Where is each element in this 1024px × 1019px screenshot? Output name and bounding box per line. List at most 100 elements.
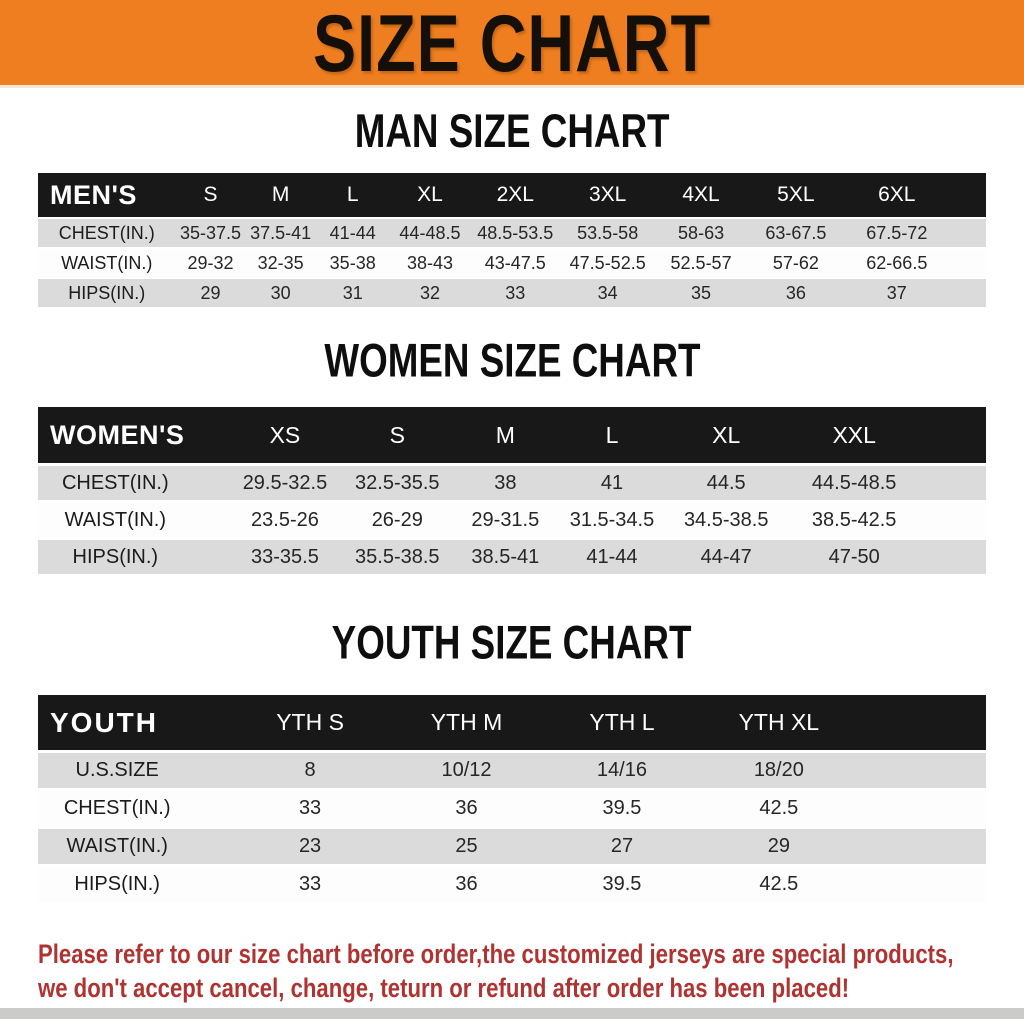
size-cell: 10/12 bbox=[388, 753, 545, 788]
filler-cell bbox=[858, 867, 986, 902]
size-cell: 8 bbox=[231, 753, 389, 788]
size-cell: 38.5-41 bbox=[452, 540, 559, 574]
size-column-header: 6XL bbox=[844, 173, 949, 217]
man-section-heading: MAN SIZE CHART bbox=[0, 106, 1024, 158]
filler-cell bbox=[921, 466, 986, 500]
women-table-label: WOMEN'S bbox=[38, 407, 228, 463]
size-cell: 52.5-57 bbox=[655, 249, 748, 277]
size-column-header: XS bbox=[227, 407, 343, 463]
filler-cell bbox=[921, 503, 986, 537]
size-column-header: YTH S bbox=[231, 695, 389, 750]
size-cell: 34.5-38.5 bbox=[665, 503, 787, 537]
size-cell: 47.5-52.5 bbox=[560, 249, 656, 277]
table-row: WAIST(IN.) 23.5-26 26-29 29-31.5 31.5-34… bbox=[38, 503, 986, 537]
filler-cell bbox=[948, 219, 986, 247]
row-label: WAIST(IN.) bbox=[38, 829, 232, 864]
row-label: HIPS(IN.) bbox=[38, 540, 228, 574]
size-cell: 47-50 bbox=[786, 540, 922, 574]
filler-cell bbox=[921, 407, 986, 463]
youth-table-label: YOUTH bbox=[38, 695, 232, 750]
row-label: CHEST(IN.) bbox=[38, 791, 232, 826]
filler-cell bbox=[858, 829, 986, 864]
size-column-header: XXL bbox=[786, 407, 922, 463]
size-cell: 32 bbox=[389, 279, 471, 307]
youth-header-row: YOUTH YTH S YTH M YTH L YTH XL bbox=[38, 695, 986, 750]
filler-cell bbox=[858, 695, 986, 750]
size-cell: 35-37.5 bbox=[175, 219, 246, 247]
size-column-header: S bbox=[342, 407, 453, 463]
size-column-header: M bbox=[452, 407, 559, 463]
youth-section-heading: YOUTH SIZE CHART bbox=[0, 617, 1024, 669]
men-header-row: MEN'S S M L XL 2XL 3XL 4XL 5XL 6XL bbox=[38, 173, 986, 217]
size-cell: 25 bbox=[388, 829, 545, 864]
size-cell: 39.5 bbox=[544, 791, 700, 826]
table-row: U.S.SIZE 8 10/12 14/16 18/20 bbox=[38, 753, 986, 788]
size-chart-banner: SIZE CHART bbox=[0, 0, 1024, 88]
size-cell: 38 bbox=[452, 466, 559, 500]
filler-cell bbox=[921, 540, 986, 574]
size-cell: 27 bbox=[544, 829, 700, 864]
size-cell: 32.5-35.5 bbox=[342, 466, 453, 500]
row-label: WAIST(IN.) bbox=[38, 503, 228, 537]
size-cell: 29 bbox=[699, 829, 858, 864]
bottom-border-strip bbox=[0, 1008, 1024, 1019]
row-label: U.S.SIZE bbox=[38, 753, 232, 788]
table-row: CHEST(IN.) 29.5-32.5 32.5-35.5 38 41 44.… bbox=[38, 466, 986, 500]
size-cell: 38-43 bbox=[389, 249, 471, 277]
disclaimer-note: Please refer to our size chart before or… bbox=[0, 937, 1024, 1005]
size-cell: 44-47 bbox=[665, 540, 787, 574]
size-cell: 42.5 bbox=[699, 791, 858, 826]
size-cell: 29-31.5 bbox=[452, 503, 559, 537]
men-size-table: MEN'S S M L XL 2XL 3XL 4XL 5XL 6XL CHEST… bbox=[38, 171, 986, 309]
table-row: CHEST(IN.) 35-37.5 37.5-41 41-44 44-48.5… bbox=[38, 219, 986, 247]
size-column-header: S bbox=[175, 173, 246, 217]
disclaimer-line-1: Please refer to our size chart before or… bbox=[38, 939, 954, 969]
table-row: WAIST(IN.) 29-32 32-35 35-38 38-43 43-47… bbox=[38, 249, 986, 277]
women-section-heading: WOMEN SIZE CHART bbox=[0, 335, 1024, 387]
size-cell: 18/20 bbox=[699, 753, 858, 788]
table-row: HIPS(IN.) 33-35.5 35.5-38.5 38.5-41 41-4… bbox=[38, 540, 986, 574]
size-cell: 41-44 bbox=[558, 540, 666, 574]
size-cell: 57-62 bbox=[747, 249, 845, 277]
size-cell: 62-66.5 bbox=[844, 249, 949, 277]
size-column-header: 2XL bbox=[470, 173, 561, 217]
row-label: HIPS(IN.) bbox=[38, 867, 232, 902]
man-section-heading-text: MAN SIZE CHART bbox=[354, 105, 670, 158]
size-cell: 44.5-48.5 bbox=[786, 466, 922, 500]
size-cell: 33 bbox=[231, 867, 389, 902]
size-cell: 29 bbox=[175, 279, 246, 307]
size-cell: 30 bbox=[245, 279, 316, 307]
filler-cell bbox=[858, 753, 986, 788]
row-label: HIPS(IN.) bbox=[38, 279, 176, 307]
women-size-table: WOMEN'S XS S M L XL XXL CHEST(IN.) 29.5-… bbox=[38, 404, 986, 577]
size-cell: 39.5 bbox=[544, 867, 700, 902]
table-row: HIPS(IN.) 33 36 39.5 42.5 bbox=[38, 867, 986, 902]
women-section-heading-text: WOMEN SIZE CHART bbox=[323, 334, 701, 387]
size-cell: 43-47.5 bbox=[470, 249, 561, 277]
size-cell: 33 bbox=[470, 279, 561, 307]
filler-cell bbox=[948, 279, 986, 307]
table-row: WAIST(IN.) 23 25 27 29 bbox=[38, 829, 986, 864]
size-column-header: M bbox=[245, 173, 316, 217]
size-column-header: YTH L bbox=[544, 695, 700, 750]
table-row: CHEST(IN.) 33 36 39.5 42.5 bbox=[38, 791, 986, 826]
size-cell: 42.5 bbox=[699, 867, 858, 902]
size-cell: 53.5-58 bbox=[560, 219, 656, 247]
size-column-header: L bbox=[558, 407, 666, 463]
row-label: WAIST(IN.) bbox=[38, 249, 176, 277]
size-cell: 44.5 bbox=[665, 466, 787, 500]
size-cell: 36 bbox=[388, 791, 545, 826]
size-cell: 48.5-53.5 bbox=[470, 219, 561, 247]
size-cell: 33 bbox=[231, 791, 389, 826]
size-cell: 41 bbox=[558, 466, 666, 500]
size-cell: 67.5-72 bbox=[844, 219, 949, 247]
size-cell: 31.5-34.5 bbox=[558, 503, 666, 537]
filler-cell bbox=[948, 173, 986, 217]
size-cell: 23.5-26 bbox=[227, 503, 343, 537]
size-column-header: YTH XL bbox=[699, 695, 858, 750]
youth-size-table: YOUTH YTH S YTH M YTH L YTH XL U.S.SIZE … bbox=[38, 692, 986, 905]
filler-cell bbox=[948, 249, 986, 277]
size-cell: 23 bbox=[231, 829, 389, 864]
size-column-header: 4XL bbox=[655, 173, 748, 217]
size-column-header: L bbox=[315, 173, 390, 217]
